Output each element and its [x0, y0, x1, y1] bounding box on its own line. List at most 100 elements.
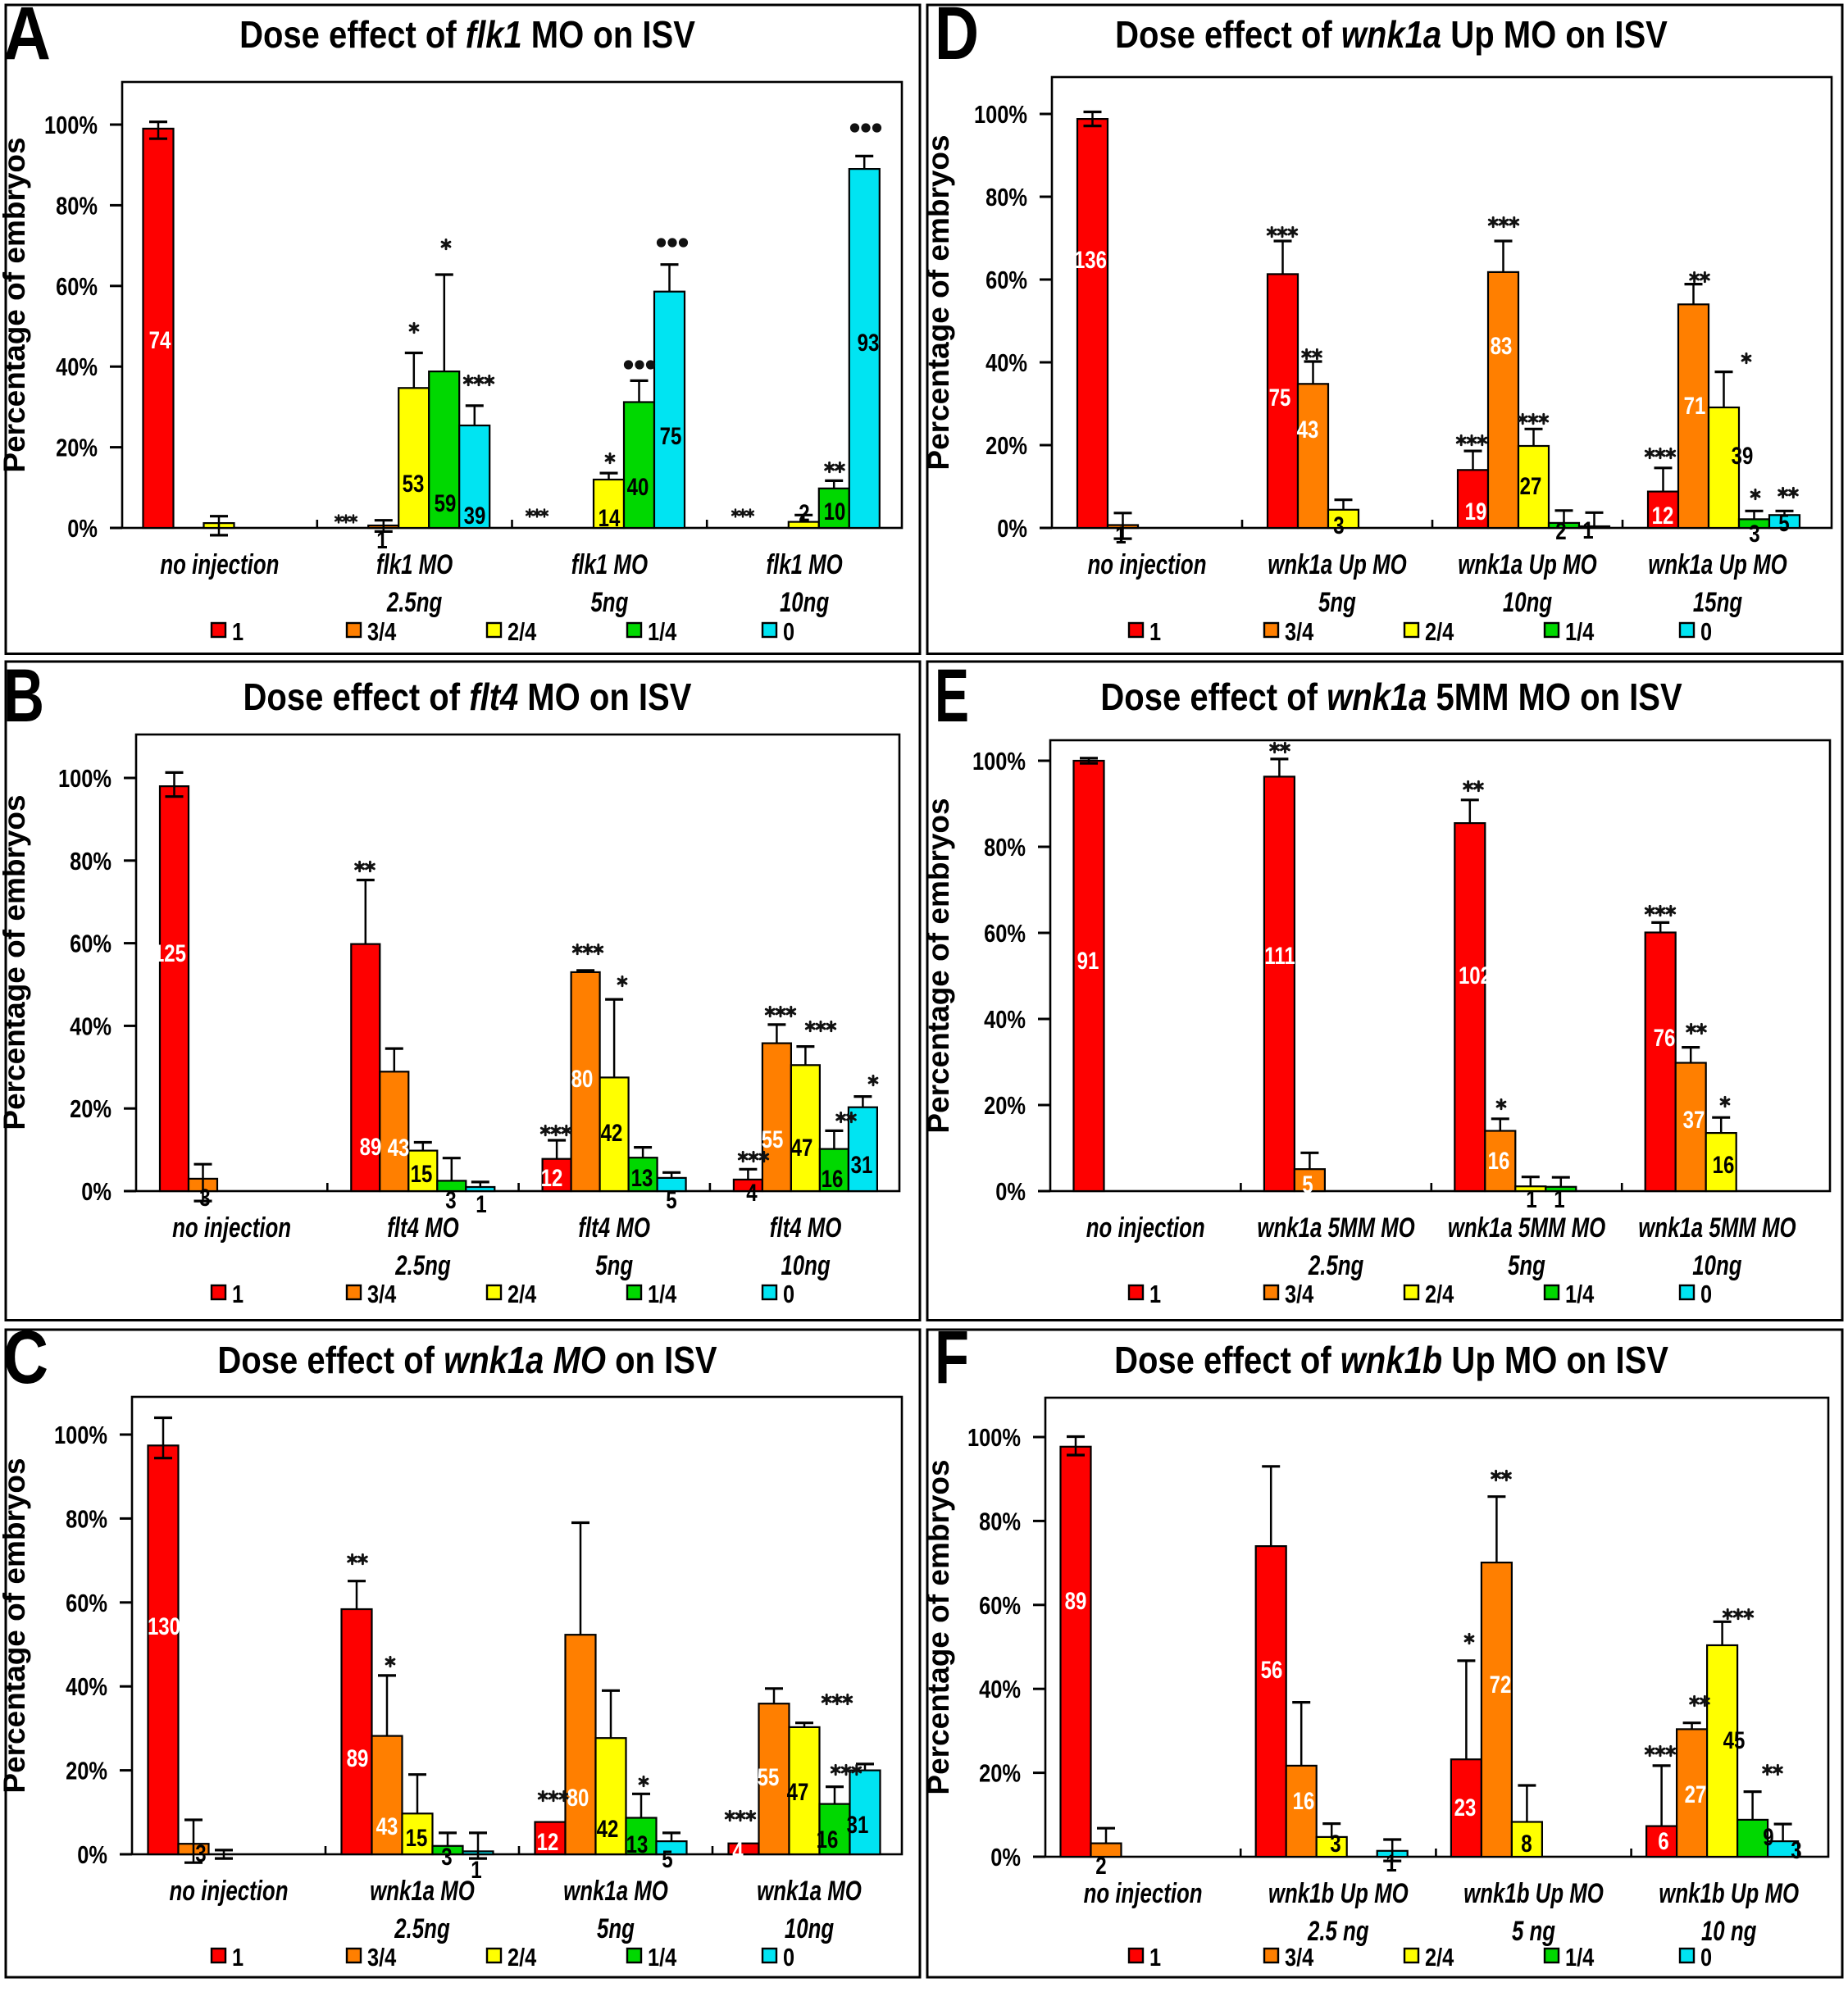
- svg-text:20%: 20%: [56, 434, 98, 462]
- svg-text:5ng: 5ng: [1318, 587, 1356, 618]
- svg-text:3/4: 3/4: [367, 617, 397, 646]
- svg-text:20%: 20%: [984, 1091, 1026, 1120]
- svg-text:2/4: 2/4: [508, 617, 537, 646]
- svg-text:10ng: 10ng: [781, 1250, 830, 1281]
- svg-text:74: 74: [149, 327, 171, 354]
- svg-text:Dose effect of: Dose effect of: [239, 13, 466, 56]
- svg-text:Percentage of embryos: Percentage of embryos: [0, 1458, 31, 1793]
- svg-text:2/4: 2/4: [508, 1280, 537, 1308]
- svg-text:15: 15: [406, 1825, 428, 1852]
- svg-text:1: 1: [1149, 1280, 1161, 1308]
- svg-text:wnk1a 5MM MO: wnk1a 5MM MO: [1638, 1212, 1796, 1244]
- svg-text:83: 83: [1491, 333, 1513, 360]
- svg-text:1/4: 1/4: [1565, 1943, 1595, 1972]
- svg-text:0%: 0%: [995, 1177, 1026, 1206]
- svg-text:80%: 80%: [66, 1504, 107, 1533]
- svg-text:56: 56: [1261, 1657, 1283, 1684]
- svg-text:wnk1b Up MO: wnk1b Up MO: [1659, 1878, 1799, 1909]
- svg-text:wnk1a 5MM MO: wnk1a 5MM MO: [1448, 1212, 1605, 1244]
- svg-text:10ng: 10ng: [785, 1913, 834, 1944]
- svg-text:3: 3: [199, 1185, 210, 1212]
- svg-text:43: 43: [388, 1135, 410, 1162]
- svg-text:55: 55: [758, 1764, 780, 1791]
- svg-text:Percentage of embryos: Percentage of embryos: [0, 137, 31, 472]
- svg-text:80%: 80%: [56, 191, 98, 220]
- svg-text:75: 75: [1269, 384, 1291, 412]
- svg-text:1/4: 1/4: [648, 1943, 677, 1972]
- svg-text:Dose effect of: Dose effect of: [1100, 675, 1327, 718]
- svg-text:100%: 100%: [44, 111, 98, 139]
- svg-text:100%: 100%: [54, 1421, 107, 1449]
- svg-text:15ng: 15ng: [1693, 587, 1742, 618]
- svg-text:3: 3: [195, 1840, 206, 1867]
- svg-text:no injection: no injection: [1086, 1212, 1205, 1244]
- svg-text:53: 53: [403, 471, 425, 498]
- svg-text:no injection: no injection: [1088, 549, 1207, 580]
- svg-text:76: 76: [1654, 1025, 1676, 1052]
- svg-text:8: 8: [1521, 1831, 1532, 1858]
- svg-text:3/4: 3/4: [1285, 1943, 1314, 1972]
- svg-text:1/4: 1/4: [1565, 617, 1595, 646]
- svg-text:80: 80: [567, 1785, 589, 1812]
- svg-text:75: 75: [660, 423, 682, 450]
- svg-text:3/4: 3/4: [1285, 617, 1314, 646]
- svg-text:2/4: 2/4: [508, 1943, 537, 1972]
- svg-text:5: 5: [1778, 510, 1789, 537]
- svg-text:80%: 80%: [70, 847, 112, 875]
- svg-text:111: 111: [1264, 943, 1295, 970]
- svg-text:40%: 40%: [985, 348, 1027, 377]
- svg-text:19: 19: [1465, 498, 1487, 525]
- svg-text:Percentage of embryos: Percentage of embryos: [922, 798, 955, 1133]
- svg-text:0%: 0%: [77, 1840, 107, 1869]
- svg-text:flt4 MO: flt4 MO: [578, 1212, 650, 1244]
- svg-text:1: 1: [1386, 1850, 1396, 1877]
- svg-text:2/4: 2/4: [1425, 1280, 1454, 1308]
- svg-text:37: 37: [1683, 1107, 1705, 1134]
- svg-text:on ISV: on ISV: [606, 1339, 717, 1381]
- svg-text:13: 13: [631, 1165, 653, 1192]
- svg-text:42: 42: [597, 1816, 619, 1843]
- svg-text:0%: 0%: [67, 514, 98, 543]
- svg-text:Dose effect of: Dose effect of: [244, 675, 470, 718]
- svg-text:wnk1a Up MO: wnk1a Up MO: [1268, 549, 1406, 580]
- svg-text:MO on ISV: MO on ISV: [518, 675, 691, 718]
- svg-text:wnk1b Up MO: wnk1b Up MO: [1463, 1878, 1604, 1909]
- svg-text:2.5 ng: 2.5 ng: [1307, 1916, 1369, 1947]
- svg-text:C: C: [3, 1316, 48, 1399]
- svg-text:3/4: 3/4: [367, 1943, 397, 1972]
- svg-text:100%: 100%: [974, 100, 1027, 129]
- svg-text:0%: 0%: [81, 1177, 112, 1206]
- svg-text:40%: 40%: [984, 1005, 1026, 1034]
- svg-text:43: 43: [1297, 416, 1319, 443]
- svg-text:13: 13: [626, 1831, 649, 1858]
- svg-text:55: 55: [762, 1126, 784, 1153]
- svg-text:40%: 40%: [56, 352, 98, 381]
- svg-text:43: 43: [376, 1813, 398, 1840]
- svg-text:wnk1a MO: wnk1a MO: [563, 1876, 668, 1907]
- svg-text:1: 1: [376, 527, 387, 554]
- svg-text:flt4 MO: flt4 MO: [770, 1212, 842, 1244]
- svg-text:20%: 20%: [979, 1759, 1021, 1788]
- svg-text:1: 1: [232, 1943, 244, 1972]
- svg-text:40%: 40%: [70, 1012, 112, 1040]
- svg-text:89: 89: [1065, 1588, 1087, 1615]
- svg-text:3/4: 3/4: [1285, 1280, 1314, 1308]
- svg-text:10: 10: [824, 498, 846, 525]
- svg-text:0: 0: [1700, 1943, 1712, 1972]
- svg-text:40%: 40%: [66, 1672, 107, 1701]
- svg-text:3: 3: [1333, 512, 1344, 539]
- svg-text:2/4: 2/4: [1425, 617, 1454, 646]
- svg-text:1: 1: [1115, 522, 1126, 549]
- svg-text:3: 3: [445, 1187, 456, 1214]
- svg-text:0: 0: [783, 617, 794, 646]
- svg-text:5: 5: [1302, 1171, 1313, 1198]
- svg-text:9: 9: [1763, 1824, 1773, 1851]
- svg-text:80%: 80%: [984, 833, 1026, 862]
- svg-text:1: 1: [1526, 1186, 1536, 1213]
- svg-text:Up MO on ISV: Up MO on ISV: [1441, 13, 1668, 56]
- svg-text:20%: 20%: [70, 1094, 112, 1123]
- svg-text:42: 42: [601, 1120, 623, 1147]
- svg-text:47: 47: [791, 1135, 813, 1162]
- svg-text:1: 1: [1149, 617, 1161, 646]
- svg-text:16: 16: [1713, 1152, 1735, 1179]
